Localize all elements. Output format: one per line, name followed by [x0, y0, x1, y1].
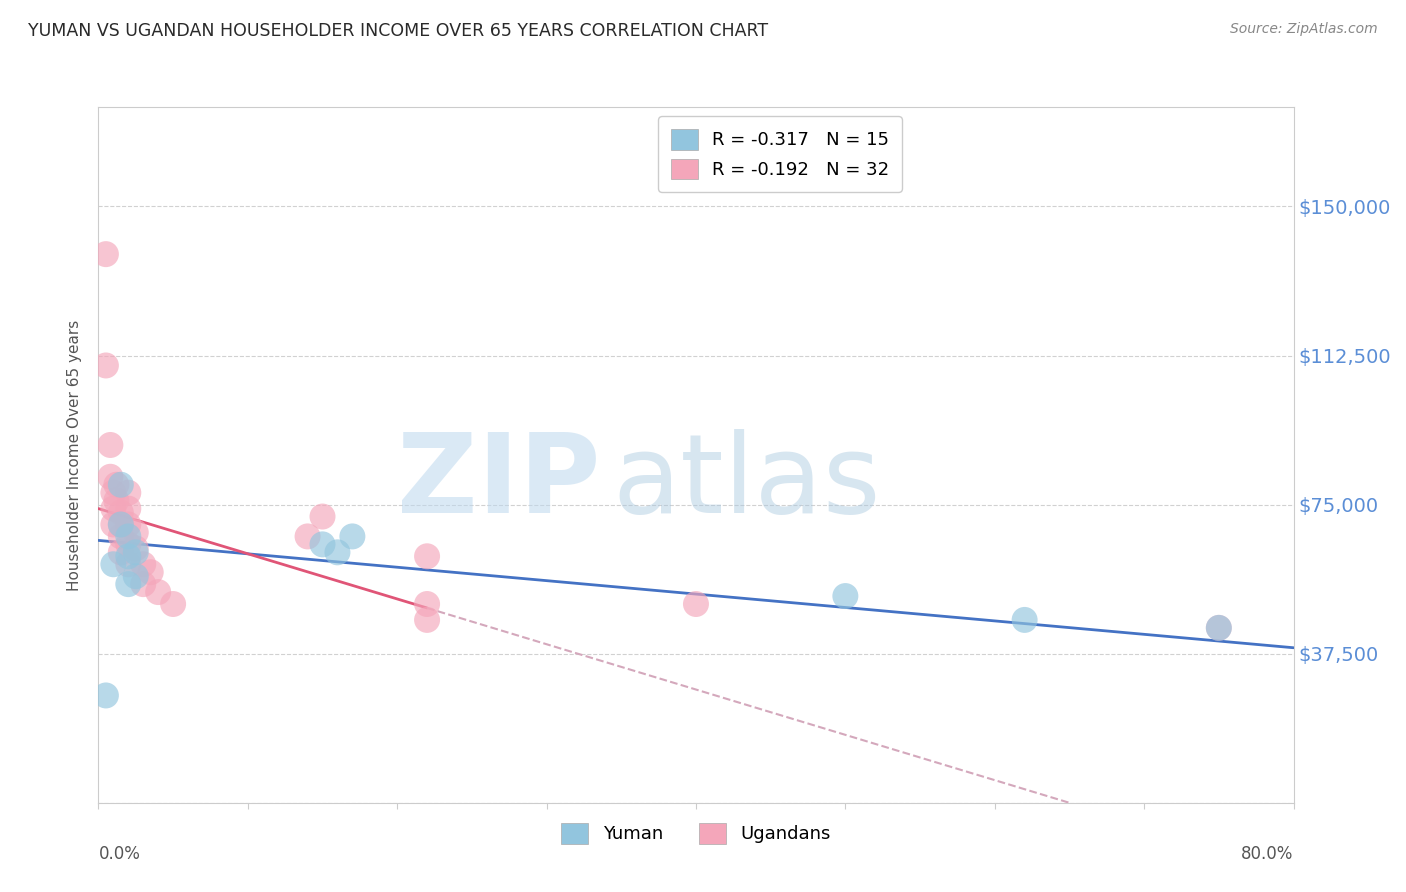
Point — [416, 597, 439, 611]
Point — [1208, 621, 1230, 635]
Point — [132, 577, 155, 591]
Text: YUMAN VS UGANDAN HOUSEHOLDER INCOME OVER 65 YEARS CORRELATION CHART: YUMAN VS UGANDAN HOUSEHOLDER INCOME OVER… — [28, 22, 768, 40]
Point — [1208, 621, 1230, 635]
Point — [110, 506, 132, 520]
Point — [110, 545, 132, 559]
Y-axis label: Householder Income Over 65 years: Householder Income Over 65 years — [67, 319, 83, 591]
Point — [125, 541, 148, 556]
Point — [117, 558, 139, 572]
Point — [100, 470, 122, 484]
Point — [117, 529, 139, 543]
Point — [100, 438, 122, 452]
Point — [1014, 613, 1036, 627]
Point — [125, 525, 148, 540]
Point — [94, 359, 117, 373]
Point — [94, 247, 117, 261]
Text: ZIP: ZIP — [396, 429, 600, 536]
Point — [117, 485, 139, 500]
Point — [110, 477, 132, 491]
Point — [416, 613, 439, 627]
Text: 80.0%: 80.0% — [1241, 845, 1294, 863]
Point — [117, 549, 139, 564]
Point — [311, 537, 333, 551]
Point — [162, 597, 184, 611]
Point — [834, 589, 856, 603]
Point — [105, 493, 128, 508]
Point — [117, 517, 139, 532]
Legend: Yuman, Ugandans: Yuman, Ugandans — [548, 810, 844, 856]
Point — [103, 501, 125, 516]
Point — [297, 529, 319, 543]
Point — [103, 485, 125, 500]
Point — [125, 545, 148, 559]
Point — [117, 537, 139, 551]
Point — [311, 509, 333, 524]
Point — [110, 517, 132, 532]
Text: atlas: atlas — [613, 429, 880, 536]
Point — [117, 501, 139, 516]
Point — [105, 477, 128, 491]
Text: 0.0%: 0.0% — [98, 845, 141, 863]
Point — [103, 558, 125, 572]
Point — [326, 545, 349, 559]
Point — [103, 517, 125, 532]
Point — [416, 549, 439, 564]
Text: Source: ZipAtlas.com: Source: ZipAtlas.com — [1230, 22, 1378, 37]
Point — [139, 565, 162, 579]
Point — [148, 585, 170, 599]
Point — [94, 689, 117, 703]
Point — [117, 577, 139, 591]
Point — [110, 529, 132, 543]
Point — [125, 569, 148, 583]
Point — [132, 558, 155, 572]
Point — [110, 517, 132, 532]
Point — [342, 529, 364, 543]
Point — [685, 597, 707, 611]
